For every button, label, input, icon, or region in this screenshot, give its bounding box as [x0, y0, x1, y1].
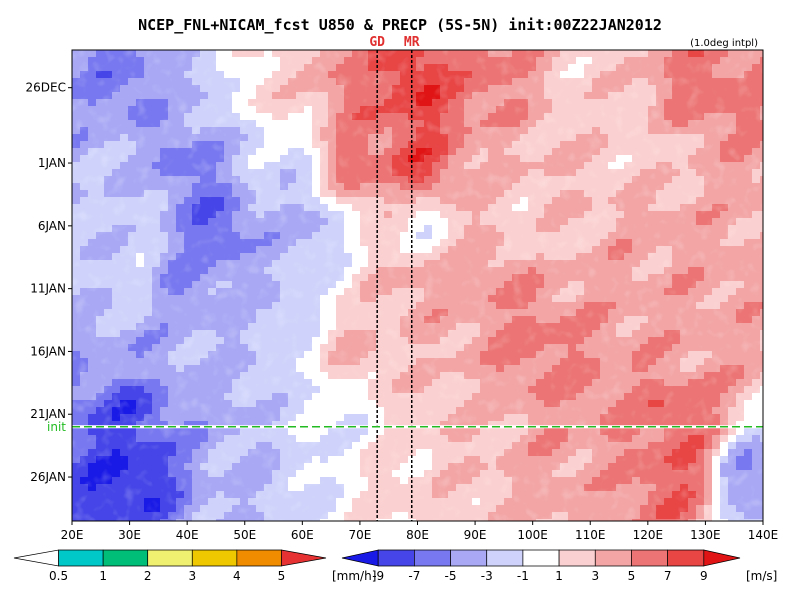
chart-title: NCEP_FNL+NICAM_fcst U850 & PRECP (5S-5N)…: [138, 16, 662, 34]
plot-area: GD MR init 26DEC1JAN6JAN11JAN16JAN21JAN26…: [26, 35, 779, 542]
interpolation-note: (1.0deg intpl): [690, 38, 758, 49]
